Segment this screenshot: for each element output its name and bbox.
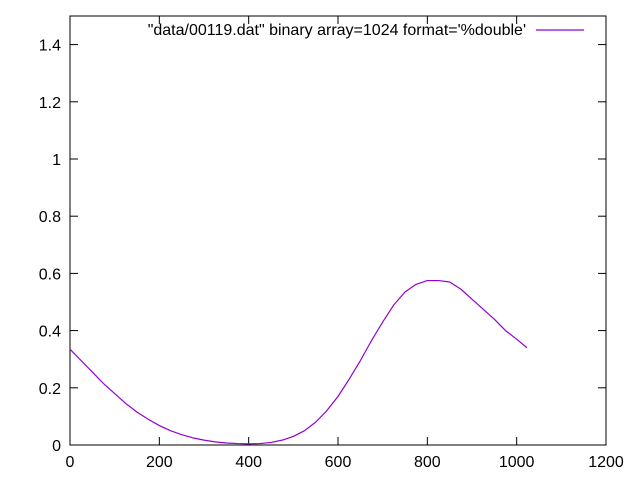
legend: "data/00119.dat" binary array=1024 forma… [148, 22, 584, 39]
y-tick-label: 1.2 [39, 95, 61, 112]
y-tick-label: 0.4 [39, 324, 61, 341]
y-tick-label: 1 [52, 152, 61, 169]
legend-label: "data/00119.dat" binary array=1024 forma… [148, 22, 526, 39]
y-tick-label: 0.6 [39, 266, 61, 283]
axis-tick-labels: 0 200 400 600 800 1000 1200 0 0.2 0.4 0.6 0.8 1 1.2 1.… [39, 38, 624, 471]
y-tick-label: 0.2 [39, 381, 61, 398]
y-tick-label: 1.4 [39, 38, 61, 55]
series-line [69, 279, 528, 445]
series-layer [69, 279, 528, 445]
y-tick-label: 0 [52, 438, 61, 455]
x-tick-label: 600 [325, 454, 352, 471]
x-tick-label: 1200 [588, 454, 624, 471]
x-tick-label: 1000 [499, 454, 535, 471]
plot-frame [69, 15, 607, 446]
x-tick-label: 400 [235, 454, 262, 471]
x-tick-label: 800 [414, 454, 441, 471]
x-tick-label: 200 [146, 454, 173, 471]
axis-ticks [69, 16, 607, 446]
x-tick-label: 0 [66, 454, 75, 471]
y-tick-label: 0.8 [39, 209, 61, 226]
